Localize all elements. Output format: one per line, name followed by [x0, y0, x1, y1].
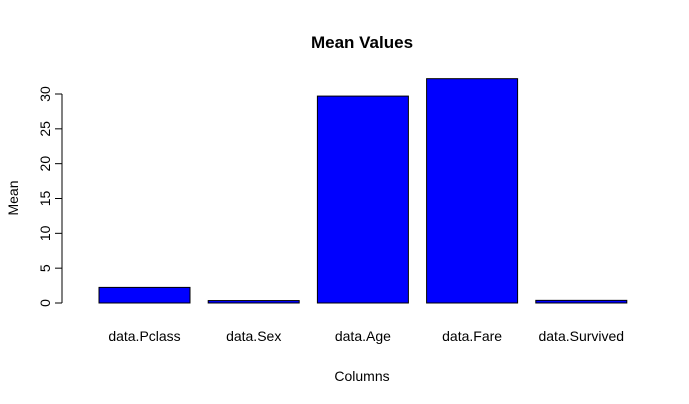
x-tick-label: data.Survived	[538, 328, 624, 344]
bars-group	[98, 78, 628, 304]
y-tick-label: 0	[37, 299, 53, 307]
x-tick-label: data.Age	[335, 328, 391, 344]
y-axis-label: Mean	[5, 180, 21, 215]
y-tick-label: 15	[37, 191, 53, 207]
x-axis-label: Columns	[334, 368, 389, 384]
y-tick-label: 25	[37, 121, 53, 137]
y-tick-label: 5	[37, 264, 53, 272]
y-axis: 0 5 10 15 20 25 30	[37, 86, 63, 307]
x-tick-labels: data.Pclass data.Sex data.Age data.Fare data…	[108, 328, 624, 344]
y-tick-label: 10	[37, 225, 53, 241]
x-tick-label: data.Sex	[226, 328, 281, 344]
x-tick-label: data.Fare	[442, 328, 502, 344]
chart-title: Mean Values	[311, 33, 413, 52]
bar	[426, 78, 519, 304]
bar	[316, 95, 409, 304]
y-tick-label: 30	[37, 86, 53, 102]
bar	[207, 300, 300, 304]
bar	[98, 286, 191, 304]
y-tick-label: 20	[37, 156, 53, 172]
x-tick-label: data.Pclass	[108, 328, 180, 344]
bar	[535, 299, 628, 304]
